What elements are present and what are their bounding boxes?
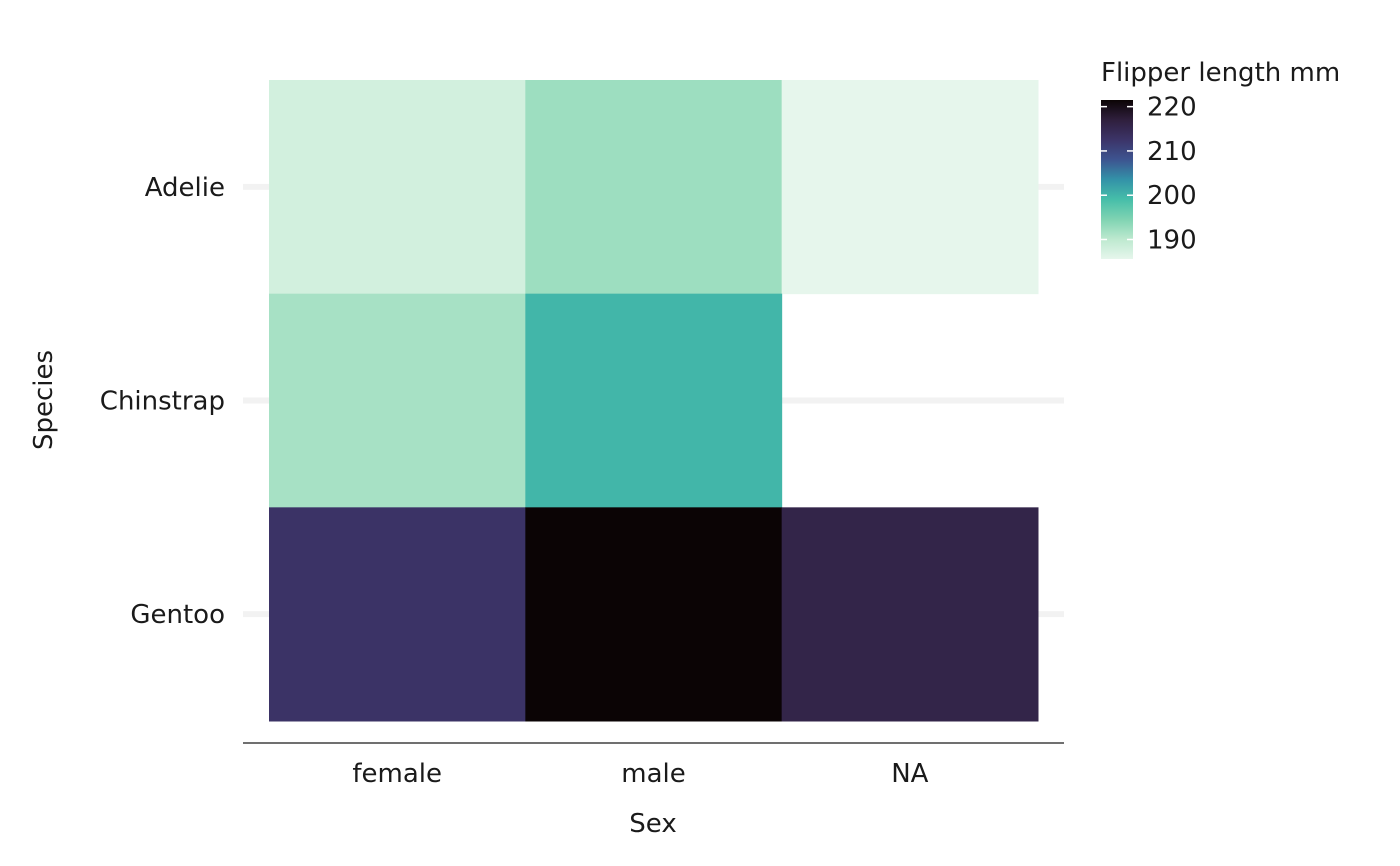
x-tick-labels: female male NA [352,759,928,789]
y-tick-labels: Adelie Chinstrap Gentoo [100,173,225,630]
y-axis-title: Species [29,350,59,450]
x-tick-na: NA [891,759,928,789]
x-axis-title: Sex [629,809,676,839]
y-tick-chinstrap: Chinstrap [100,387,225,417]
legend-label-220: 220 [1147,93,1197,123]
cell-chinstrap-female [269,293,526,508]
x-tick-female: female [352,759,442,789]
cell-gentoo-female [269,507,526,722]
cell-gentoo-male [525,507,783,722]
legend-label-190: 190 [1147,226,1197,256]
cell-adelie-na [781,80,1039,295]
y-tick-adelie: Adelie [145,173,225,203]
cell-adelie-male [525,80,783,295]
x-tick-male: male [621,759,685,789]
colorbar-legend: Flipper length mm 190 200 210 220 [1101,58,1340,259]
colorbar-ticks: 190 200 210 220 [1101,93,1197,256]
y-tick-gentoo: Gentoo [130,600,225,630]
colorbar [1101,100,1133,259]
legend-label-200: 200 [1147,181,1197,211]
legend-title: Flipper length mm [1101,58,1340,88]
heatmap-cells [269,80,1039,722]
cell-adelie-female [269,80,526,295]
legend-label-210: 210 [1147,137,1197,167]
cell-chinstrap-male [525,293,783,508]
cell-gentoo-na [781,507,1039,722]
